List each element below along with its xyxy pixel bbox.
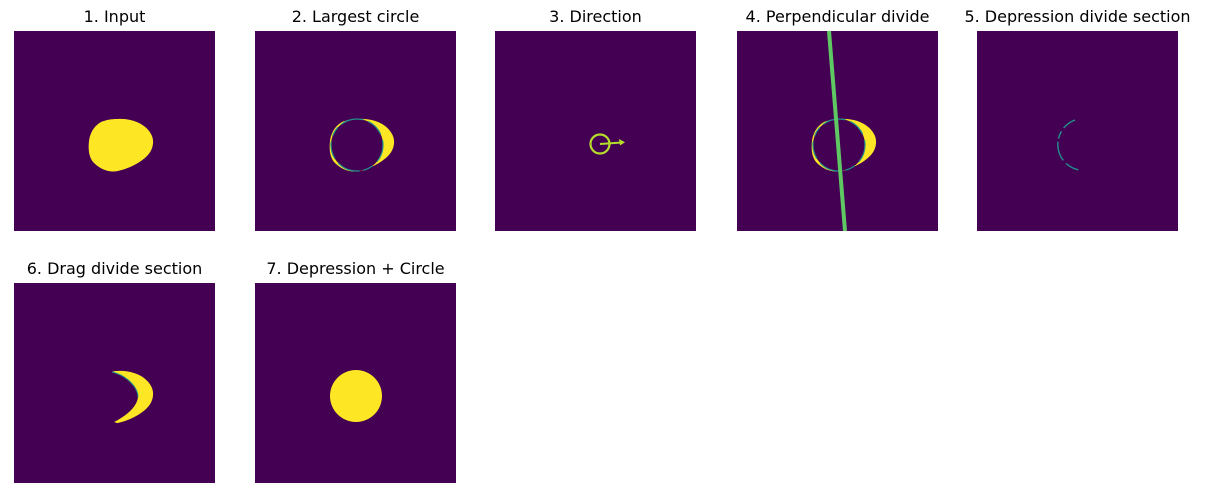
drag-edge: [111, 371, 139, 398]
perpendicular-line: [827, 31, 847, 231]
depression-arc: [1057, 119, 1080, 171]
depression-divide-image: [977, 31, 1178, 231]
input-blob: [88, 118, 154, 172]
largest-circle-outline: [330, 118, 384, 172]
panel-title: 2. Largest circle: [291, 7, 420, 26]
panel-title: 6. Drag divide section: [26, 259, 203, 278]
panel-title: 3. Direction: [549, 7, 642, 26]
panel-title: 7. Depression + Circle: [266, 259, 445, 278]
perpendicular-divide-image: [737, 31, 938, 231]
largest-circle-image: [255, 31, 456, 231]
panel-title: 1. Input: [83, 7, 146, 26]
input-mask-image: [14, 31, 215, 231]
depression-plus-circle-image: [255, 283, 456, 483]
direction-arrow-shaft: [599, 141, 623, 145]
direction-arrowhead: [619, 139, 625, 146]
panel-title: 4. Perpendicular divide: [745, 7, 930, 26]
drag-divide-image: [14, 283, 215, 483]
direction-image: [495, 31, 696, 231]
filled-circle: [330, 370, 382, 422]
drag-crescent: [112, 370, 154, 423]
panel-title: 5. Depression divide section: [964, 7, 1191, 26]
